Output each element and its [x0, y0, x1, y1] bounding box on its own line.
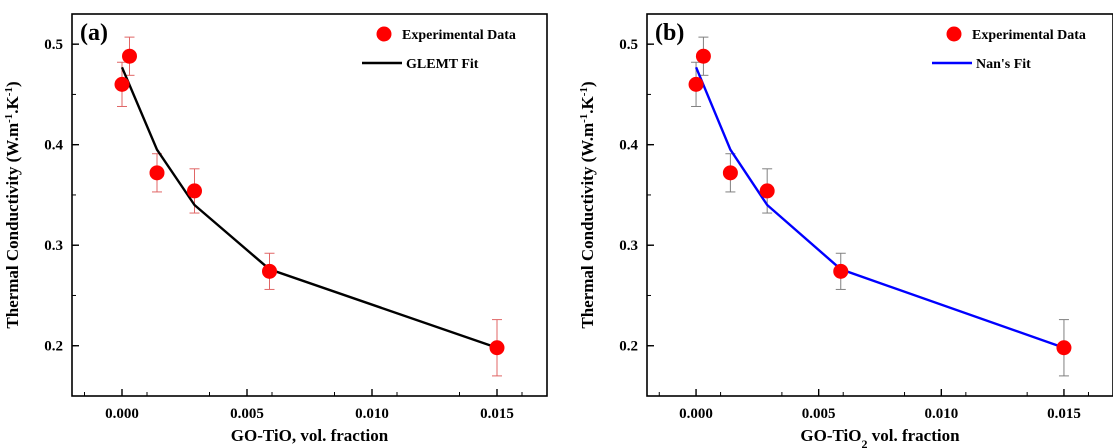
- x-tick-label: 0.010: [924, 406, 958, 422]
- panel-label: (b): [655, 20, 684, 46]
- legend-marker-experimental: [376, 26, 392, 42]
- data-point: [833, 263, 849, 279]
- data-point: [722, 165, 738, 181]
- x-tick-label: 0.015: [1047, 406, 1081, 422]
- legend-label-experimental: Experimental Data: [972, 28, 1086, 43]
- legend-label-fit: Nan's Fit: [976, 57, 1031, 72]
- x-axis-title: GO-TiO2 vol. fraction: [800, 426, 960, 448]
- y-tick-label: 0.5: [44, 37, 63, 53]
- data-point: [187, 183, 202, 199]
- data-point: [688, 76, 704, 92]
- plot-frame: [71, 13, 548, 397]
- plot-frame: [646, 13, 1113, 397]
- fit-line: [694, 66, 1065, 349]
- x-tick-label: 0.010: [355, 406, 389, 422]
- x-tick-label: 0.005: [230, 406, 264, 422]
- x-tick-label: 0.005: [802, 406, 836, 422]
- chart-panel-a: 0.000 0.005 0.010 0.015 0.2 0.3 0.4 0.5 (a) GO-Ti…: [3, 13, 548, 445]
- legend-marker-experimental: [946, 26, 962, 42]
- x-axis-title: GO-TiO, vol. fraction: [231, 426, 389, 445]
- data-point: [262, 263, 277, 279]
- y-tick-label: 0.3: [44, 238, 63, 254]
- data-point: [759, 183, 775, 199]
- x-tick-label: 0.000: [105, 406, 139, 422]
- x-tick-label: 0.015: [480, 406, 514, 422]
- data-point: [122, 48, 137, 64]
- y-axis-title: Thermal Conductivity (W.m-1.K-1): [578, 81, 597, 328]
- legend-label-fit: GLEMT Fit: [406, 57, 479, 72]
- legend-label-experimental: Experimental Data: [402, 28, 516, 43]
- y-tick-label: 0.4: [44, 138, 63, 154]
- x-tick-label: 0.000: [679, 406, 713, 422]
- data-point: [149, 165, 165, 181]
- data-point: [489, 340, 505, 356]
- fit-line: [120, 66, 498, 349]
- y-tick-label: 0.4: [619, 138, 638, 154]
- y-axis-title: Thermal Conductivity (W.m-1.K-1): [3, 81, 22, 328]
- data-point: [114, 76, 130, 92]
- data-point: [1056, 340, 1072, 356]
- y-tick-label: 0.2: [44, 339, 63, 355]
- y-tick-label: 0.3: [619, 238, 638, 254]
- data-point: [695, 48, 711, 64]
- chart-panel-b: 0.000 0.005 0.010 0.015 0.2 0.3 0.4 0.5 (b) GO-Ti…: [578, 13, 1113, 448]
- y-tick-label: 0.2: [619, 339, 638, 355]
- y-tick-label: 0.5: [619, 37, 638, 53]
- panel-label: (a): [80, 20, 108, 46]
